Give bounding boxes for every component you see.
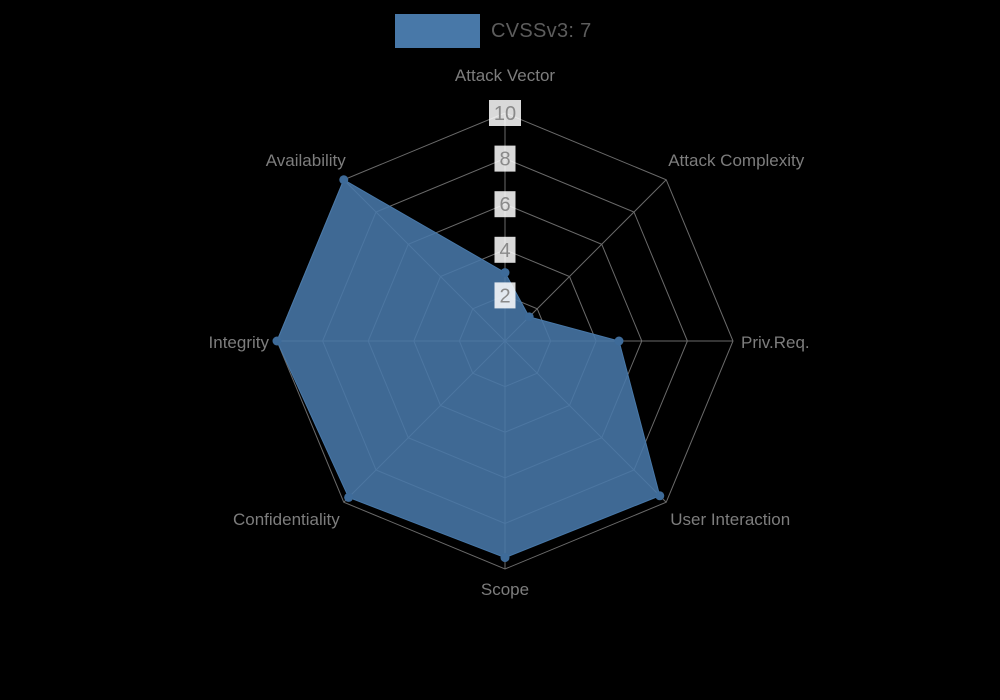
tick-label: 8 — [499, 149, 510, 171]
chart-legend[interactable]: CVSSv3: 7 — [395, 14, 592, 48]
radar-data-polygon[interactable] — [276, 179, 661, 559]
radar-data-point[interactable] — [500, 553, 510, 563]
axis-label-user-interaction: User Interaction — [670, 510, 790, 529]
tick-label-bg — [494, 145, 516, 172]
radar-data-point[interactable] — [524, 312, 534, 322]
legend-label: CVSSv3: 7 — [491, 19, 592, 42]
axis-label-availability: Availability — [266, 151, 347, 170]
radar-data-point[interactable] — [339, 175, 349, 185]
tick-label-bg — [494, 282, 516, 309]
tick-label: 4 — [499, 240, 510, 262]
tick-label: 6 — [499, 194, 510, 216]
axis-label-attack-complexity: Attack Complexity — [668, 151, 805, 170]
radar-data-point[interactable] — [500, 268, 510, 278]
axis-label-confidentiality: Confidentiality — [233, 510, 340, 529]
tick-label-bg — [494, 236, 516, 263]
axis-label-integrity: Integrity — [209, 333, 270, 352]
tick-label-bg — [494, 191, 516, 218]
legend-swatch — [395, 14, 480, 48]
radar-data-point[interactable] — [655, 491, 665, 501]
tick-label: 10 — [494, 103, 516, 125]
radar-data-point[interactable] — [344, 492, 354, 502]
radar-data-point[interactable] — [272, 336, 282, 346]
tick-label: 2 — [499, 285, 510, 307]
axis-label-priv-req-: Priv.Req. — [741, 333, 810, 352]
axis-label-scope: Scope — [481, 580, 529, 599]
axis-label-attack-vector: Attack Vector — [455, 66, 555, 85]
radar-data-point[interactable] — [614, 336, 624, 346]
tick-label-bg — [489, 100, 521, 126]
